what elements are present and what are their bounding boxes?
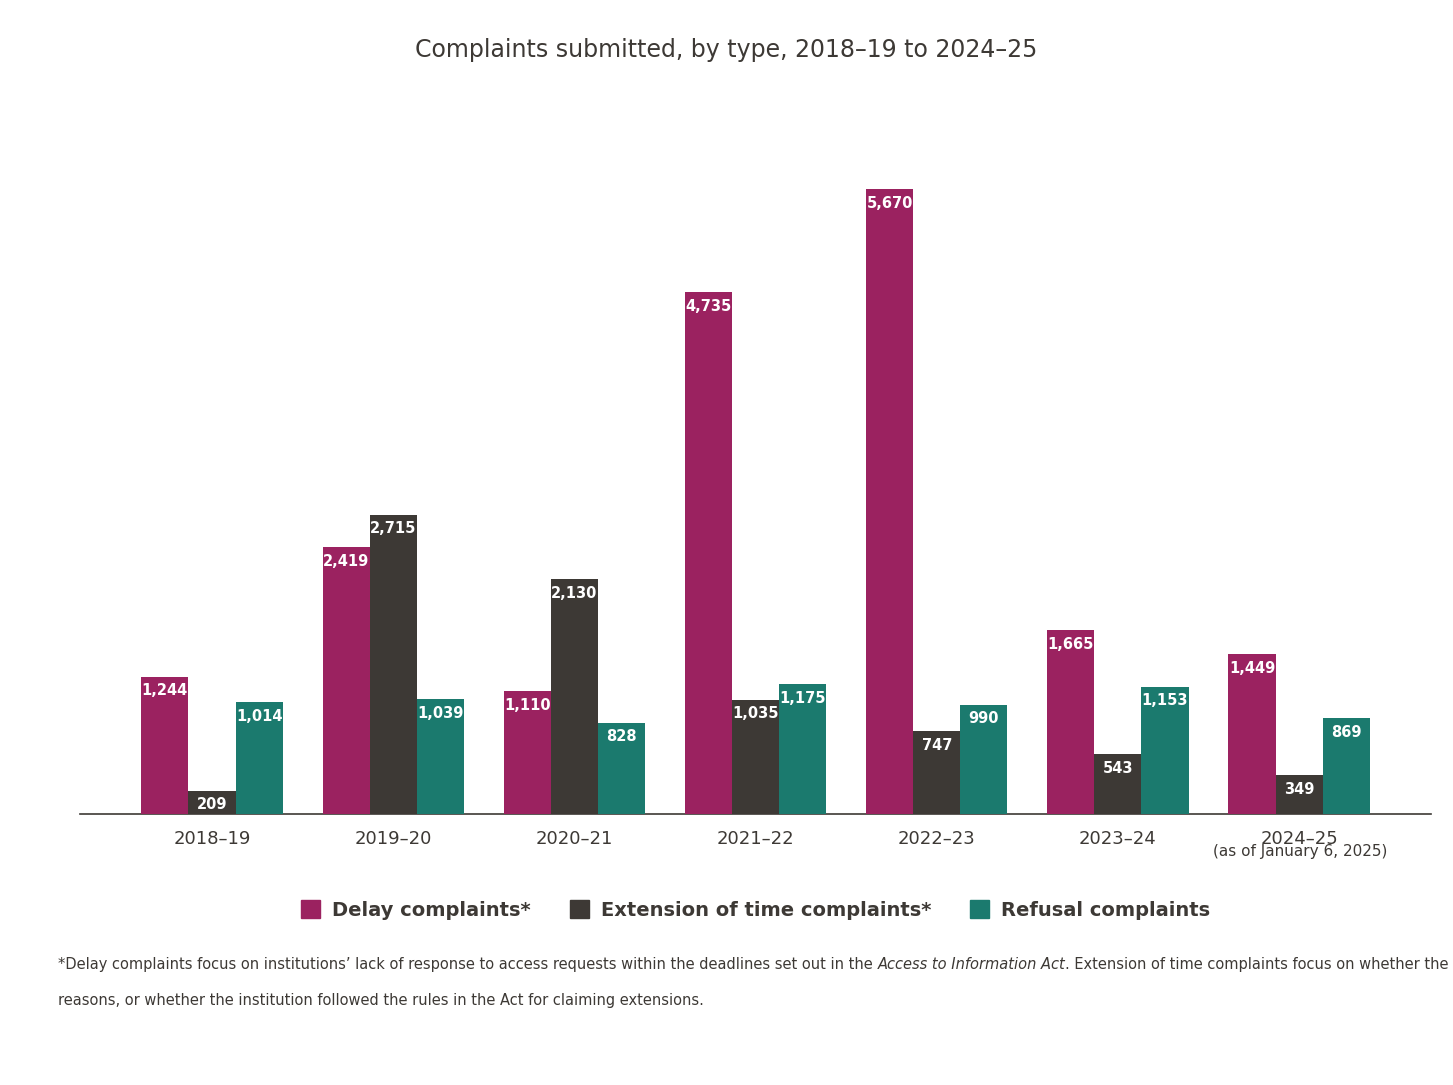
Text: 2,419: 2,419 — [323, 553, 369, 569]
Text: 869: 869 — [1331, 725, 1361, 740]
Text: . Extension of time complaints focus on whether the extra time an institution de: . Extension of time complaints focus on … — [1065, 957, 1453, 972]
Text: 1,110: 1,110 — [504, 698, 551, 713]
Bar — [369, 514, 417, 814]
Bar — [866, 189, 912, 814]
Bar — [599, 723, 645, 814]
Text: *Delay complaints focus on institutions’ lack of response to access requests wit: *Delay complaints focus on institutions’… — [58, 957, 878, 972]
Bar — [684, 292, 732, 814]
Bar — [960, 704, 1007, 814]
Text: 2,130: 2,130 — [551, 586, 597, 601]
Text: 1,665: 1,665 — [1048, 637, 1094, 652]
Bar — [235, 702, 283, 814]
Legend: Delay complaints*, Extension of time complaints*, Refusal complaints: Delay complaints*, Extension of time com… — [294, 893, 1218, 928]
Bar — [779, 685, 827, 814]
Text: 990: 990 — [969, 712, 1000, 726]
Bar — [141, 677, 189, 814]
Text: 828: 828 — [606, 729, 636, 744]
Text: 1,449: 1,449 — [1229, 661, 1276, 676]
Text: Access to Information Act: Access to Information Act — [878, 957, 1065, 972]
Bar — [912, 731, 960, 814]
Text: reasons, or whether the institution followed the rules in the Act for claiming e: reasons, or whether the institution foll… — [58, 993, 705, 1008]
Bar — [551, 579, 599, 814]
Text: 1,153: 1,153 — [1142, 693, 1189, 709]
Bar — [732, 700, 779, 814]
Text: 1,035: 1,035 — [732, 706, 779, 722]
Text: 543: 543 — [1103, 761, 1133, 776]
Text: 209: 209 — [196, 797, 227, 813]
Text: 1,244: 1,244 — [142, 684, 187, 699]
Bar — [1048, 630, 1094, 814]
Bar — [1228, 654, 1276, 814]
Text: (as of January 6, 2025): (as of January 6, 2025) — [1213, 844, 1388, 859]
Bar — [1094, 754, 1142, 814]
Text: 4,735: 4,735 — [686, 298, 731, 314]
Text: Complaints submitted, by type, 2018–19 to 2024–25: Complaints submitted, by type, 2018–19 t… — [416, 38, 1037, 62]
Bar — [1142, 687, 1189, 814]
Text: 1,175: 1,175 — [779, 691, 825, 706]
Bar — [1322, 718, 1370, 814]
Text: 1,014: 1,014 — [235, 709, 282, 724]
Bar — [189, 791, 235, 814]
Text: 5,670: 5,670 — [866, 195, 912, 210]
Bar — [504, 691, 551, 814]
Bar — [417, 699, 464, 814]
Text: 1,039: 1,039 — [417, 706, 464, 720]
Text: 747: 747 — [921, 738, 952, 753]
Text: 2,715: 2,715 — [371, 521, 417, 536]
Bar — [1276, 776, 1322, 814]
Bar — [323, 547, 369, 814]
Text: 349: 349 — [1284, 782, 1315, 796]
